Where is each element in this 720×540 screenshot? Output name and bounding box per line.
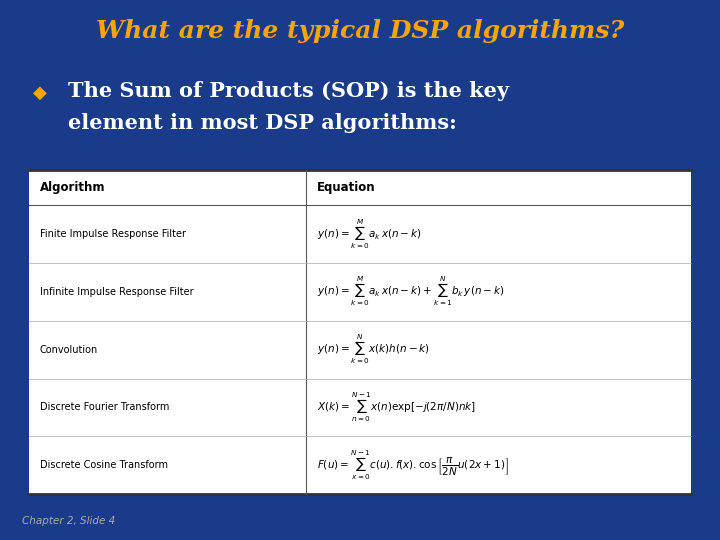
Text: Discrete Fourier Transform: Discrete Fourier Transform: [40, 402, 169, 413]
Text: What are the typical DSP algorithms?: What are the typical DSP algorithms?: [96, 19, 624, 43]
Text: $X(k)=\sum_{n=0}^{N-1} x(n)\exp[-j(2\pi / N)nk]$: $X(k)=\sum_{n=0}^{N-1} x(n)\exp[-j(2\pi …: [317, 391, 476, 424]
Text: $F(u)=\sum_{x=0}^{N-1} c(u).f(x).\cos\left[\dfrac{\pi}{2N}u(2x+1)\right]$: $F(u)=\sum_{x=0}^{N-1} c(u).f(x).\cos\le…: [317, 449, 508, 482]
Text: Discrete Cosine Transform: Discrete Cosine Transform: [40, 460, 168, 470]
Text: Finite Impulse Response Filter: Finite Impulse Response Filter: [40, 229, 186, 239]
Text: Equation: Equation: [317, 181, 375, 194]
Text: Convolution: Convolution: [40, 345, 98, 355]
Text: Algorithm: Algorithm: [40, 181, 105, 194]
Text: ◆: ◆: [32, 84, 47, 102]
Bar: [29, 170, 691, 494]
Text: Chapter 2, Slide 4: Chapter 2, Slide 4: [22, 516, 115, 526]
Text: $y(n)=\sum_{k=0}^{N} x(k)h(n-k)$: $y(n)=\sum_{k=0}^{N} x(k)h(n-k)$: [317, 333, 430, 366]
Text: The Sum of Products (SOP) is the key: The Sum of Products (SOP) is the key: [68, 81, 510, 101]
Text: $y(n)=\sum_{k=0}^{M} a_k\, x(n-k)$: $y(n)=\sum_{k=0}^{M} a_k\, x(n-k)$: [317, 218, 421, 251]
Text: Infinite Impulse Response Filter: Infinite Impulse Response Filter: [40, 287, 193, 297]
Text: $y(n)=\sum_{k=0}^{M} a_k\, x(n-k)+\sum_{k=1}^{N} b_k\, y(n-k)$: $y(n)=\sum_{k=0}^{M} a_k\, x(n-k)+\sum_{…: [317, 275, 504, 308]
Text: element in most DSP algorithms:: element in most DSP algorithms:: [68, 113, 457, 133]
